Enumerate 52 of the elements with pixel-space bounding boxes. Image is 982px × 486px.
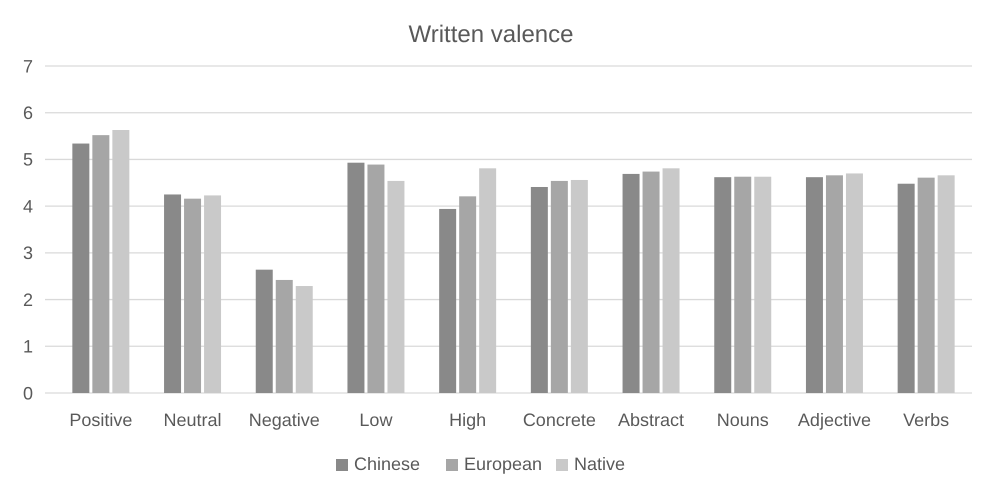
bar bbox=[276, 280, 293, 393]
y-tick-label: 4 bbox=[22, 196, 33, 216]
x-tick-label: Negative bbox=[248, 410, 320, 430]
bar bbox=[754, 176, 772, 393]
x-tick-label: Adjective bbox=[798, 410, 871, 430]
y-tick-label: 3 bbox=[22, 243, 33, 264]
chart-title: Written valence bbox=[408, 21, 574, 48]
bar bbox=[918, 178, 935, 393]
x-tick-label: High bbox=[449, 410, 486, 430]
y-tick-label: 5 bbox=[22, 150, 33, 170]
bar bbox=[570, 180, 588, 393]
bar bbox=[72, 144, 90, 393]
bar bbox=[938, 175, 955, 393]
bar bbox=[898, 184, 915, 393]
bar bbox=[642, 172, 660, 393]
bar bbox=[662, 168, 680, 393]
y-tick-label: 6 bbox=[22, 103, 33, 124]
bar bbox=[479, 168, 496, 393]
bar bbox=[204, 195, 222, 393]
bar bbox=[164, 194, 182, 393]
bar bbox=[387, 180, 404, 393]
bar bbox=[734, 176, 752, 393]
y-tick-label: 2 bbox=[22, 290, 33, 310]
legend-label: European bbox=[464, 454, 542, 474]
x-tick-label: Verbs bbox=[903, 410, 950, 430]
bar bbox=[806, 177, 823, 393]
bar bbox=[112, 130, 130, 393]
bar bbox=[92, 135, 110, 393]
y-tick-label: 0 bbox=[22, 383, 33, 404]
x-tick-label: Neutral bbox=[164, 410, 222, 430]
legend-label: Chinese bbox=[354, 454, 420, 474]
x-tick-label: Nouns bbox=[716, 410, 769, 430]
bar bbox=[439, 208, 456, 393]
bar bbox=[459, 196, 476, 393]
legend-label: Native bbox=[574, 454, 626, 474]
bar bbox=[826, 175, 843, 393]
y-tick-label: 1 bbox=[22, 336, 33, 357]
bar bbox=[296, 286, 313, 393]
bar bbox=[550, 180, 568, 393]
bar bbox=[846, 173, 863, 393]
y-tick-label: 7 bbox=[22, 56, 33, 76]
bar bbox=[347, 162, 364, 393]
bar bbox=[367, 164, 384, 393]
x-tick-label: Concrete bbox=[522, 410, 596, 430]
bar bbox=[184, 198, 202, 393]
bar bbox=[714, 177, 732, 393]
x-tick-label: Positive bbox=[69, 410, 132, 430]
bar bbox=[530, 186, 548, 393]
x-tick-label: Abstract bbox=[618, 410, 684, 430]
bar bbox=[622, 174, 640, 393]
bar bbox=[256, 270, 273, 393]
x-tick-label: Low bbox=[359, 410, 394, 430]
